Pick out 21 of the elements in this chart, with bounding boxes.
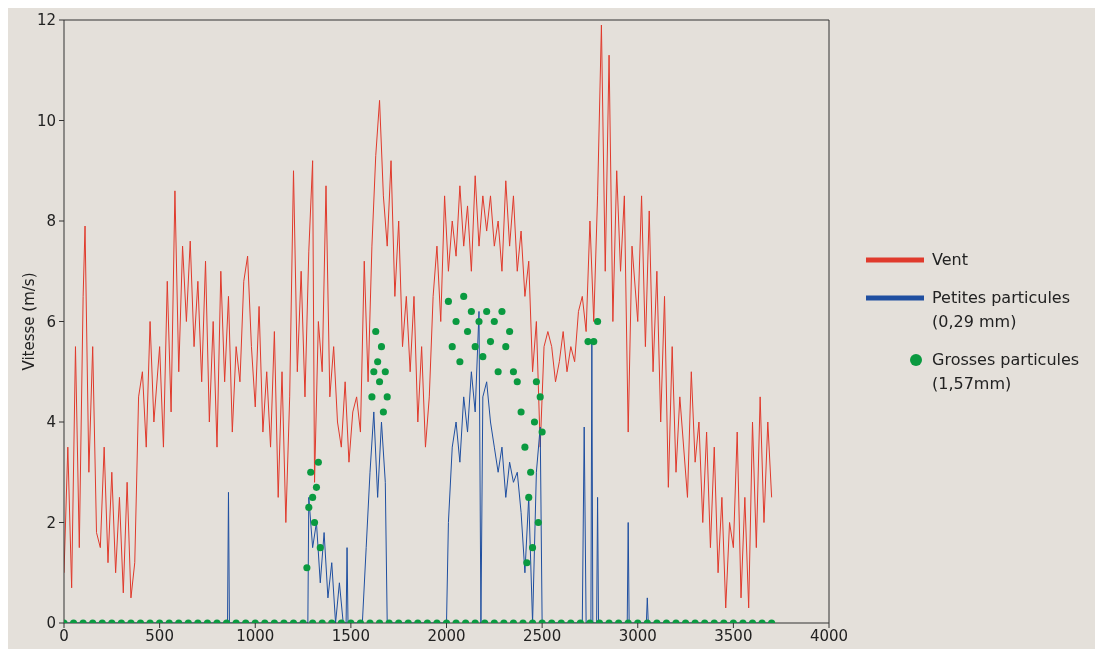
x-tick-label: 1000 [236,626,275,645]
y-tick-label: 8 [46,212,56,231]
y-tick-label: 12 [36,11,56,30]
x-tick-label: 0 [59,626,69,645]
legend-label: Vent [932,248,968,271]
y-tick-label: 2 [46,513,56,532]
y-tick-label: 4 [46,413,56,432]
y-tick-label: 6 [46,312,56,331]
x-tick-label: 4000 [809,626,849,645]
x-tick-label: 1500 [331,626,370,645]
x-tick-label: 500 [145,626,174,645]
x-tick-label: 2000 [427,626,466,645]
legend-label: Grosses particules (1,57mm) [932,348,1081,395]
legend-label: Petites particules (0,29 mm) [932,286,1071,333]
line-series [64,24,773,609]
x-tick-label: 3000 [618,626,657,645]
x-tick-label: 3500 [714,626,753,645]
y-tick-label: 10 [36,111,56,130]
y-axis-title: Vitesse (m/s) [20,272,38,371]
x-tick-label: 2500 [523,626,562,645]
y-tick-label: 0 [46,614,56,633]
